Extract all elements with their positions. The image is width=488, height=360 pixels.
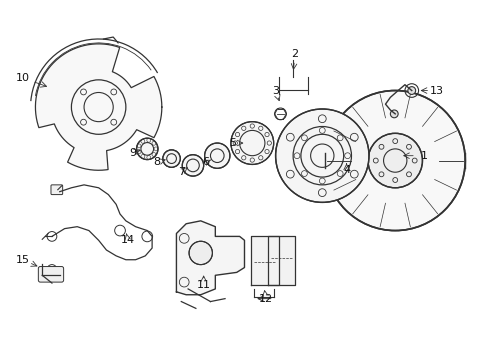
FancyBboxPatch shape [38,266,63,282]
Circle shape [204,143,229,168]
Circle shape [189,241,212,265]
Text: 12: 12 [258,294,272,303]
Text: 4: 4 [343,165,349,175]
Circle shape [182,155,203,176]
Text: 1: 1 [420,151,427,161]
Text: 15: 15 [16,255,30,265]
Circle shape [163,150,180,167]
Text: 6: 6 [202,157,209,167]
Text: 14: 14 [121,235,135,245]
Text: 8: 8 [153,157,160,167]
Text: 11: 11 [196,280,210,290]
Circle shape [389,110,397,118]
Text: 3: 3 [271,86,279,95]
Circle shape [230,122,273,165]
Polygon shape [251,237,278,285]
Text: 10: 10 [16,73,30,83]
Circle shape [367,133,422,188]
Circle shape [136,138,158,159]
Circle shape [275,109,368,202]
Polygon shape [267,237,294,285]
Text: 7: 7 [177,167,184,177]
Circle shape [407,87,415,94]
Text: 9: 9 [129,148,136,158]
Text: 2: 2 [291,49,298,59]
Polygon shape [176,221,244,295]
FancyBboxPatch shape [51,185,62,195]
Polygon shape [35,44,162,170]
Text: 5: 5 [229,138,236,148]
Text: 13: 13 [429,86,443,95]
Circle shape [325,90,464,230]
